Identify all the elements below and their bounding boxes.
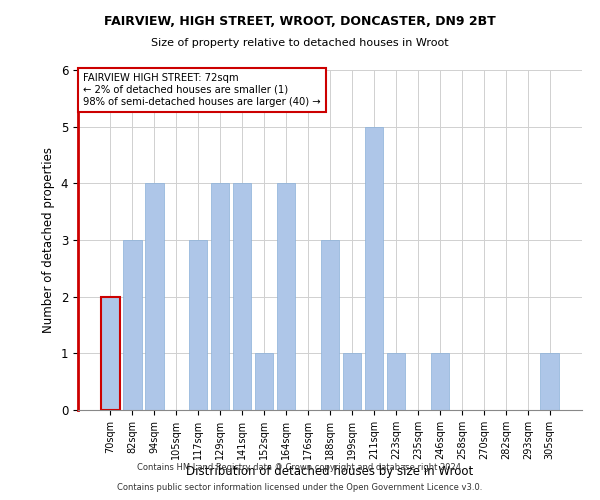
Text: Contains public sector information licensed under the Open Government Licence v3: Contains public sector information licen… [118,484,482,492]
Text: Contains HM Land Registry data © Crown copyright and database right 2024.: Contains HM Land Registry data © Crown c… [137,464,463,472]
Bar [320,240,340,410]
Bar [365,126,383,410]
Bar [277,184,295,410]
Bar [233,184,251,410]
Bar [431,354,449,410]
Bar [211,184,229,410]
Bar [343,354,361,410]
Bar [189,240,208,410]
Text: Size of property relative to detached houses in Wroot: Size of property relative to detached ho… [151,38,449,48]
Bar [123,240,142,410]
Bar [145,184,164,410]
Text: FAIRVIEW, HIGH STREET, WROOT, DONCASTER, DN9 2BT: FAIRVIEW, HIGH STREET, WROOT, DONCASTER,… [104,15,496,28]
Bar [101,296,119,410]
Bar [541,354,559,410]
Bar [386,354,405,410]
Text: FAIRVIEW HIGH STREET: 72sqm
← 2% of detached houses are smaller (1)
98% of semi-: FAIRVIEW HIGH STREET: 72sqm ← 2% of deta… [83,74,320,106]
Y-axis label: Number of detached properties: Number of detached properties [42,147,55,333]
X-axis label: Distribution of detached houses by size in Wroot: Distribution of detached houses by size … [187,464,473,477]
Bar [255,354,274,410]
